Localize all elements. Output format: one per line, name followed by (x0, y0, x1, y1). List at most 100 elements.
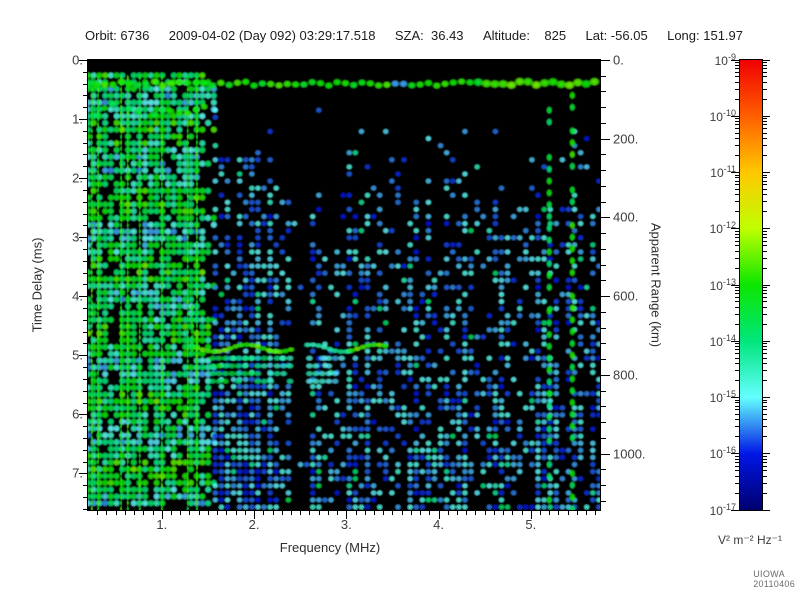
x-axis-tick (475, 511, 477, 515)
time-axis-tick (83, 71, 88, 73)
x-axis-tick (115, 511, 117, 515)
x-axis-tick (161, 511, 163, 519)
altitude-field: Altitude: 825 (482, 28, 567, 43)
colorbar-tick (762, 172, 770, 173)
colorbar-minor-tick (762, 293, 767, 295)
x-axis-tick (346, 511, 348, 519)
range-axis-tick-label: 800. (613, 367, 639, 383)
range-axis-tick (601, 453, 610, 455)
colorbar-minor-tick (762, 194, 767, 196)
time-axis-tick (83, 201, 88, 203)
colorbar-minor-tick (762, 313, 767, 315)
right-axis-title: Apparent Range (km) (648, 222, 664, 348)
colorbar-minor-tick (735, 293, 739, 295)
time-axis-tick (83, 189, 88, 191)
colorbar-minor-tick (762, 71, 767, 73)
time-axis-tick (83, 485, 88, 487)
colorbar-minor-tick (762, 128, 767, 130)
x-axis-tick (281, 511, 283, 515)
colorbar-tick-label: 10-17 (709, 501, 736, 518)
x-axis-tick (235, 511, 237, 515)
spectrogram-canvas (88, 60, 600, 510)
x-axis-tick-label: 3. (340, 517, 352, 532)
colorbar-minor-tick (762, 346, 767, 348)
colorbar-unit-label: V² m⁻² Hz⁻¹ (718, 533, 782, 547)
colorbar (739, 59, 763, 511)
range-axis-tick (601, 311, 606, 313)
time-axis-tick (83, 426, 88, 428)
time-axis-tick-label: 1. (72, 111, 83, 127)
colorbar-tick-label: 10-10 (709, 107, 736, 124)
colorbar-minor-tick (762, 177, 767, 179)
time-axis-tick (83, 95, 88, 97)
colorbar-minor-tick (762, 465, 767, 467)
time-axis-tick (83, 343, 88, 345)
time-axis-tick (83, 213, 88, 215)
time-axis-tick (83, 378, 88, 380)
colorbar-minor-tick (762, 419, 767, 421)
x-axis-tick-label: 2. (248, 517, 260, 532)
time-axis-tick (83, 437, 88, 439)
x-axis-tick (263, 511, 265, 515)
time-axis-tick (79, 473, 88, 475)
range-axis-tick (601, 390, 606, 392)
colorbar-minor-tick (735, 240, 739, 242)
time-axis-tick (83, 331, 88, 333)
range-axis-tick-label: 200. (613, 131, 639, 147)
range-axis-tick-label: 400. (613, 209, 639, 225)
x-axis-tick (355, 511, 357, 515)
colorbar-minor-tick (762, 409, 767, 411)
colorbar-minor-tick (762, 296, 767, 298)
colorbar-minor-tick (735, 184, 739, 186)
x-axis-tick (226, 511, 228, 515)
x-axis-tick-label: 5. (525, 517, 537, 532)
time-axis-tick (83, 166, 88, 168)
orbit-field: Orbit: 6736 (85, 28, 150, 43)
x-axis-tick (567, 511, 569, 515)
range-axis-tick (601, 485, 606, 487)
colorbar-minor-tick (735, 201, 739, 203)
time-axis-tick-label: 2. (72, 170, 83, 186)
colorbar-minor-tick (762, 145, 767, 147)
colorbar-minor-tick (762, 363, 767, 365)
colorbar-minor-tick (735, 426, 739, 428)
colorbar-minor-tick (735, 128, 739, 130)
colorbar-minor-tick (735, 289, 739, 291)
range-axis-tick (601, 185, 606, 187)
x-axis-tick (171, 511, 173, 515)
colorbar-minor-tick (762, 399, 767, 401)
colorbar-minor-tick (762, 436, 767, 438)
time-axis-tick (83, 142, 88, 144)
x-axis-tick (143, 511, 145, 515)
x-axis-title: Frequency (MHz) (279, 540, 381, 555)
time-axis-tick (83, 319, 88, 321)
time-axis-tick-label: 0. (72, 52, 83, 68)
time-axis-tick (79, 60, 88, 61)
colorbar-minor-tick (762, 470, 767, 472)
range-axis-tick (601, 217, 610, 219)
colorbar-minor-tick (762, 426, 767, 428)
colorbar-minor-tick (735, 380, 739, 382)
range-axis-tick (601, 138, 610, 140)
colorbar-minor-tick (762, 76, 767, 78)
x-axis-tick (429, 511, 431, 515)
colorbar-tick (731, 453, 739, 455)
colorbar-minor-tick (735, 98, 739, 100)
colorbar-minor-tick (762, 211, 767, 213)
range-axis-tick (601, 75, 606, 77)
colorbar-minor-tick (762, 257, 767, 259)
header: Orbit: 6736 2009-04-02 (Day 092) 03:29:1… (85, 28, 743, 43)
time-axis-tick (83, 308, 88, 310)
colorbar-minor-tick (762, 323, 767, 325)
colorbar-minor-tick (735, 465, 739, 467)
time-axis-tick (83, 225, 88, 227)
x-axis-tick-label: 1. (156, 517, 168, 532)
time-axis-tick-label: 7. (72, 465, 83, 481)
range-axis-tick (601, 296, 610, 298)
colorbar-minor-tick (735, 124, 739, 126)
x-axis-tick (558, 511, 560, 515)
colorbar-minor-tick (762, 402, 767, 404)
range-axis-tick (601, 60, 610, 61)
colorbar-minor-tick (762, 405, 767, 407)
x-axis-tick (420, 511, 422, 515)
